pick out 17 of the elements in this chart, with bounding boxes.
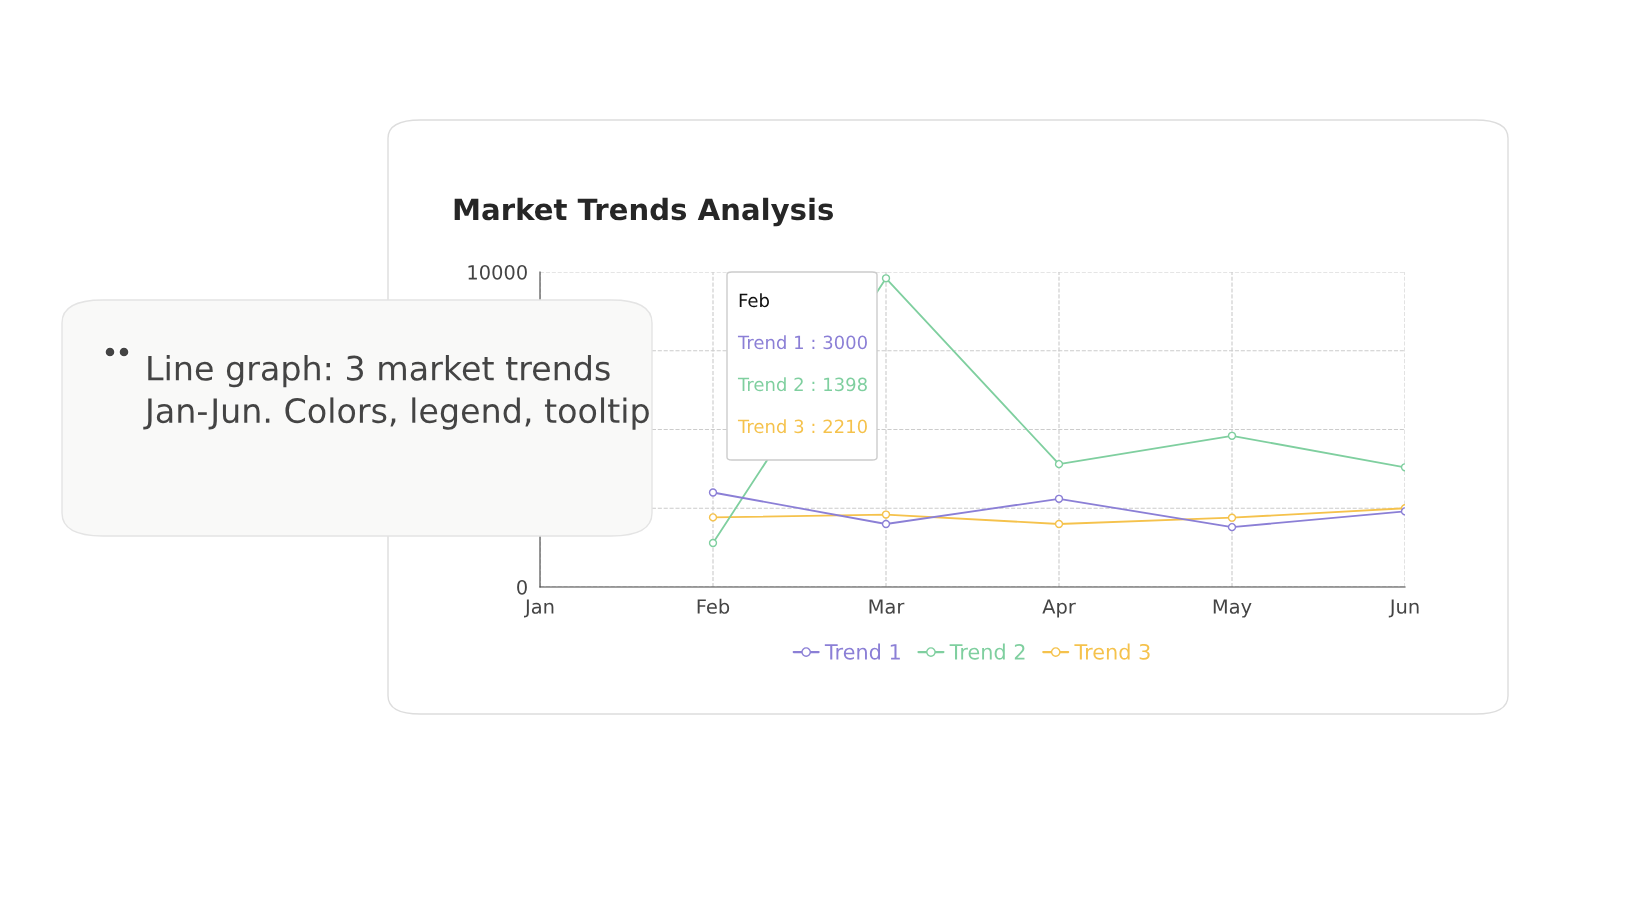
x-tick-label: Jan: [524, 599, 554, 618]
legend-label: Trend 3: [1074, 643, 1150, 660]
legend-label: Trend 2: [949, 643, 1025, 660]
annotation: Line graph: 3 market trends Jan-Jun. Colors, legend, tooltip: [143, 355, 649, 430]
x-tick-label: Jun: [1388, 599, 1419, 618]
annotation: Trend 1 : 3000: [737, 335, 867, 350]
legend-label: Trend 1: [824, 643, 900, 660]
annotation: Trend 2 : 1398: [737, 377, 867, 392]
x-tick-label: Feb: [697, 598, 730, 614]
annotation: Feb: [739, 293, 769, 308]
y-tick-label: 10000: [468, 264, 527, 280]
y-tick-label: 0: [517, 579, 527, 595]
annotation: Trend 3 : 2210: [737, 419, 867, 434]
x-tick-label: Mar: [869, 599, 905, 614]
chart-title: Market Trends Analysis: [454, 197, 833, 227]
x-tick-label: May: [1213, 599, 1252, 618]
x-tick-label: Apr: [1042, 599, 1076, 618]
